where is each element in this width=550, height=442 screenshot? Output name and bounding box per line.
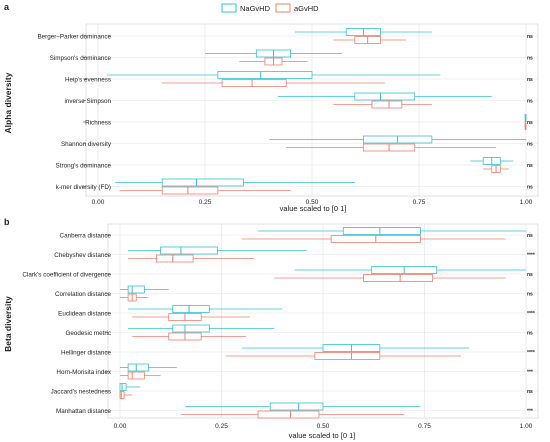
significance-label: **** [527, 311, 535, 317]
box-agvhd [371, 100, 403, 109]
category-label: Correlation distance [55, 291, 111, 298]
category-label: Richness [85, 120, 111, 127]
category-label: k-mer diversity (FD) [56, 184, 111, 191]
x-tick-label: 0.00 [92, 199, 105, 206]
panel-b-x-axis-title: value scaled to [0 1] [289, 431, 356, 440]
significance-label: **** [527, 253, 535, 259]
category-label: Euclidean distance [58, 311, 111, 318]
significance-label: ns [527, 77, 533, 83]
category-label: Berger–Parker dominance [37, 34, 111, 41]
category-label: Heip's evenness [65, 77, 111, 84]
significance-label: ns [527, 389, 533, 395]
panel-a-x-axis-title: value scaled to [0 1] [280, 204, 347, 213]
box-nagvhd [342, 227, 421, 235]
significance-label: ns [527, 292, 533, 298]
box-agvhd [127, 371, 145, 380]
box-nagvhd [269, 402, 324, 411]
box-nagvhd [354, 92, 416, 101]
significance-label: *** [527, 370, 533, 376]
category-label: Canberra distance [60, 233, 112, 240]
x-tick-label: 0.50 [306, 199, 319, 206]
significance-label: ns [527, 185, 533, 191]
significance-label: ns [527, 331, 533, 337]
panel-b-y-axis-title: Beta diversity [3, 296, 13, 352]
category-label: Manhattan distance [56, 408, 111, 415]
box-nagvhd [127, 285, 145, 294]
category-label: Strong's dominance [56, 163, 112, 170]
legend: NaGvHD aGvHD [221, 3, 319, 13]
x-tick-label: 0.25 [215, 423, 228, 430]
panel-beta-diversity: b Beta diversity value scaled to [0 1] 0… [3, 217, 539, 440]
box-agvhd [257, 410, 320, 419]
box-agvhd [221, 79, 287, 87]
box-agvhd [156, 254, 194, 263]
box-nagvhd [161, 178, 244, 187]
category-label: Clark's coefficient of divergence [22, 272, 111, 279]
legend-agvhd-swatch [275, 3, 291, 13]
box-nagvhd [172, 324, 210, 333]
x-tick-label: 1.00 [520, 199, 533, 206]
category-label: Shannon diversity [61, 141, 112, 148]
panel-a-label: a [4, 2, 10, 12]
significance-label: **** [527, 350, 535, 356]
x-tick-label: 1.00 [520, 423, 533, 430]
significance-label: ns [527, 163, 533, 169]
category-label: Jaccard's nestedness [51, 389, 111, 396]
significance-label: ns [527, 99, 533, 105]
box-nagvhd [217, 71, 313, 79]
box-nagvhd [172, 305, 210, 313]
category-label: Hellinger distance [61, 350, 112, 357]
category-label: Simpson's dominance [50, 55, 112, 62]
x-tick-label: 0.00 [114, 423, 127, 430]
category-label: Horn-Morisita index [56, 369, 111, 376]
x-tick-label: 0.75 [413, 199, 426, 206]
legend-nagvhd-label: NaGvHD [240, 4, 271, 13]
significance-label: ns [527, 142, 533, 148]
box-nagvhd [127, 363, 149, 372]
box-nagvhd [160, 246, 218, 255]
category-label: Chebyshev distance [54, 252, 111, 259]
significance-label: *** [527, 409, 533, 415]
panel-a-y-axis-title: Alpha diversity [3, 72, 13, 133]
x-tick-label: 0.50 [317, 423, 330, 430]
box-agvhd [363, 274, 434, 282]
panel-b-label: b [4, 217, 10, 227]
x-tick-label: 0.75 [418, 423, 431, 430]
significance-label: ns [527, 34, 533, 40]
significance-label: ns [527, 120, 533, 126]
box-agvhd [161, 186, 219, 195]
box-agvhd [119, 391, 125, 399]
box-nagvhd [119, 383, 127, 391]
significance-label: ns [527, 272, 533, 278]
category-label: Geodesic metric [66, 330, 112, 337]
significance-label: ns [527, 233, 533, 239]
category-label: inverse Simpson [64, 98, 111, 105]
box-agvhd [314, 352, 381, 360]
legend-nagvhd-swatch [221, 3, 237, 13]
significance-label: ns [527, 56, 533, 62]
legend-agvhd-label: aGvHD [294, 4, 319, 13]
x-tick-label: 0.25 [199, 199, 212, 206]
panel-alpha-diversity: a Alpha diversity value scaled to [0 1] … [3, 2, 539, 213]
